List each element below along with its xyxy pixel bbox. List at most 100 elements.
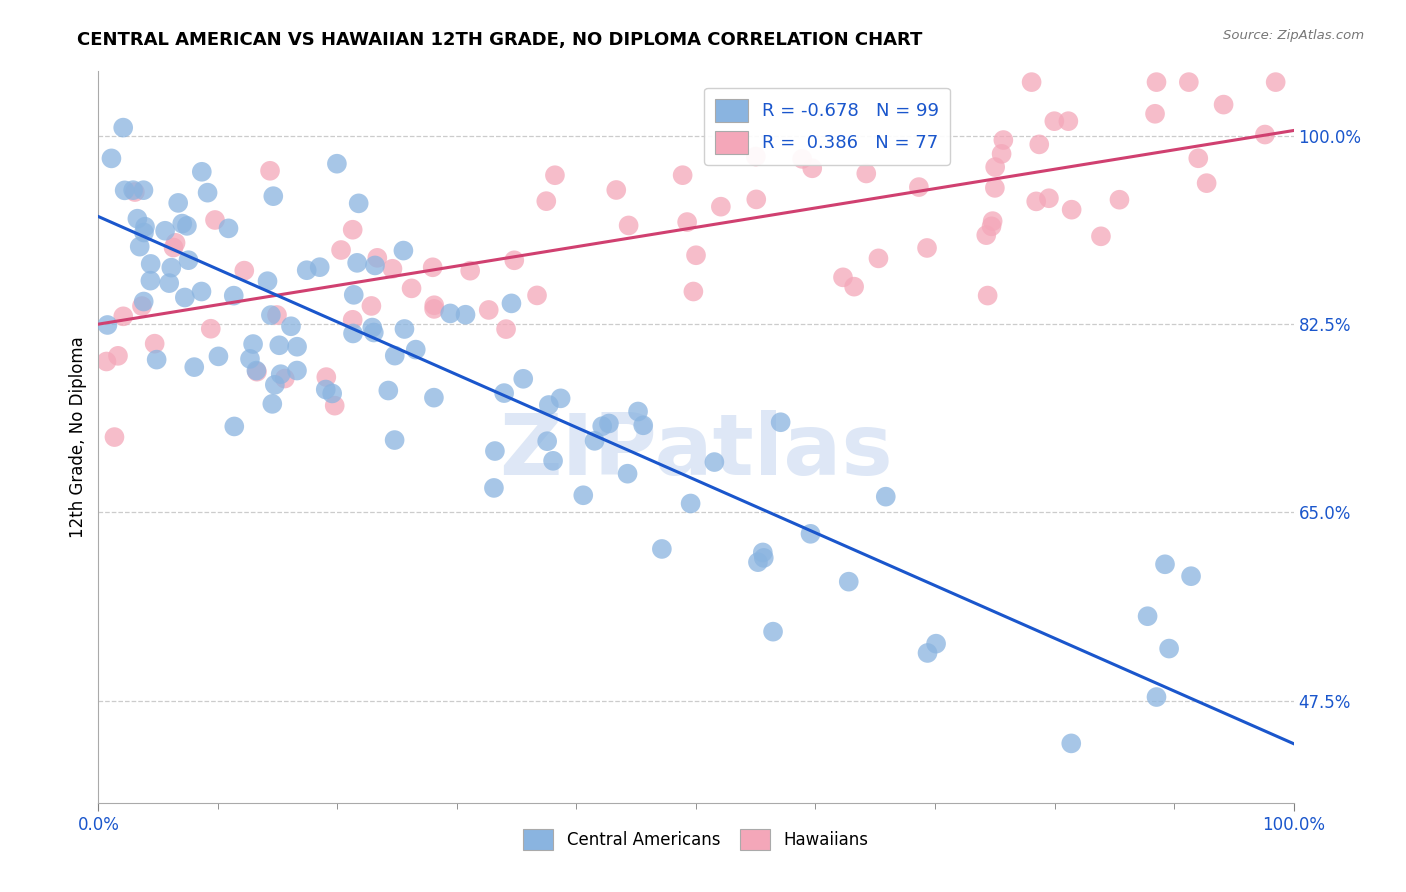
Point — [710, 200, 733, 214]
Point — [405, 343, 427, 357]
Point — [536, 434, 558, 449]
Point — [583, 434, 606, 448]
Point — [745, 193, 768, 207]
Point — [617, 219, 640, 233]
Point — [153, 224, 176, 238]
Point — [124, 185, 146, 199]
Point — [96, 354, 118, 368]
Point — [342, 326, 364, 341]
Point — [103, 430, 125, 444]
Point — [1212, 97, 1234, 112]
Legend: Central Americans, Hawaiians: Central Americans, Hawaiians — [517, 822, 875, 856]
Point — [1090, 229, 1112, 244]
Point — [616, 467, 638, 481]
Point — [127, 211, 149, 226]
Point — [132, 294, 155, 309]
Point — [1136, 609, 1159, 624]
Point — [422, 260, 444, 275]
Point — [381, 261, 404, 276]
Text: CENTRAL AMERICAN VS HAWAIIAN 12TH GRADE, NO DIPLOMA CORRELATION CHART: CENTRAL AMERICAN VS HAWAIIAN 12TH GRADE,… — [77, 31, 922, 49]
Point — [364, 259, 387, 273]
Point — [993, 133, 1015, 147]
Point — [134, 219, 156, 234]
Point — [745, 150, 768, 164]
Point — [838, 574, 860, 589]
Point — [263, 377, 285, 392]
Point — [908, 180, 931, 194]
Point — [454, 308, 477, 322]
Point — [1178, 75, 1201, 89]
Point — [917, 646, 939, 660]
Point — [315, 383, 337, 397]
Point — [270, 367, 292, 381]
Point — [915, 241, 938, 255]
Point — [1038, 191, 1060, 205]
Point — [342, 223, 364, 237]
Point — [266, 308, 288, 322]
Point — [145, 352, 167, 367]
Point — [330, 243, 353, 257]
Point — [122, 183, 145, 197]
Point — [544, 168, 567, 182]
Point — [260, 308, 283, 322]
Point — [494, 386, 516, 401]
Point — [482, 481, 505, 495]
Point — [495, 322, 517, 336]
Point — [591, 419, 613, 434]
Point — [752, 550, 775, 565]
Point — [439, 306, 461, 320]
Point — [131, 299, 153, 313]
Point — [541, 454, 564, 468]
Point — [984, 181, 1007, 195]
Point — [981, 214, 1004, 228]
Point — [526, 288, 548, 302]
Point — [868, 252, 890, 266]
Point — [1180, 569, 1202, 583]
Point — [1159, 641, 1181, 656]
Point — [747, 555, 769, 569]
Point — [458, 263, 481, 277]
Point — [162, 241, 184, 255]
Point — [1021, 75, 1043, 89]
Point — [537, 398, 560, 412]
Point — [218, 221, 240, 235]
Point — [259, 163, 281, 178]
Point — [984, 160, 1007, 174]
Point — [512, 372, 534, 386]
Point — [274, 371, 297, 385]
Point — [173, 291, 195, 305]
Point — [503, 253, 526, 268]
Point — [1146, 75, 1168, 89]
Point — [112, 120, 135, 135]
Point — [132, 183, 155, 197]
Point — [191, 165, 214, 179]
Point — [176, 219, 198, 233]
Point — [285, 363, 308, 377]
Point — [484, 444, 506, 458]
Point — [295, 263, 318, 277]
Point — [321, 386, 343, 401]
Point — [394, 322, 416, 336]
Point — [598, 417, 620, 431]
Point — [157, 276, 180, 290]
Point — [1254, 128, 1277, 142]
Point — [363, 326, 385, 340]
Point — [246, 365, 269, 379]
Point — [143, 336, 166, 351]
Point — [183, 360, 205, 375]
Point — [792, 152, 814, 166]
Point — [627, 404, 650, 418]
Point — [128, 239, 150, 253]
Point — [855, 166, 877, 180]
Point — [501, 296, 523, 310]
Point — [925, 637, 948, 651]
Y-axis label: 12th Grade, No Diploma: 12th Grade, No Diploma — [69, 336, 87, 538]
Point — [679, 496, 702, 510]
Point — [280, 319, 302, 334]
Point — [974, 228, 997, 243]
Point — [832, 270, 855, 285]
Point — [1043, 114, 1066, 128]
Point — [224, 419, 246, 434]
Point — [347, 196, 370, 211]
Point — [1025, 194, 1047, 209]
